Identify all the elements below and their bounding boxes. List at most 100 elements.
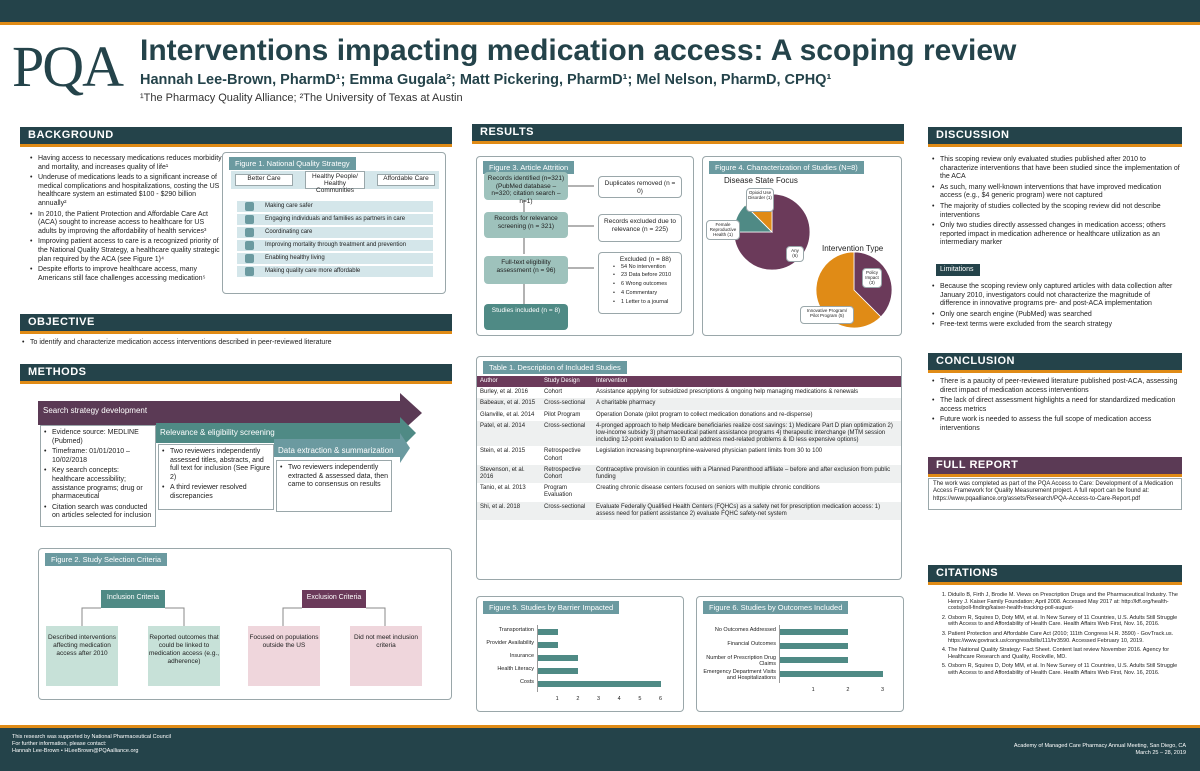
table-row: Patel, et al. 2014 Cross-sectional 4-prong…	[477, 420, 901, 447]
heartbeat-icon	[245, 241, 254, 250]
heading-accent	[928, 370, 1182, 373]
pie-label-opioid: Opioid Use Disorder (1)	[746, 188, 774, 212]
list-item: The lack of direct assessment highlights…	[932, 397, 1180, 414]
pie-label-female: Female Reproductive Health (1)	[706, 220, 740, 240]
list-item: To identify and characterize medication …	[22, 339, 452, 348]
table-row: Tanio, et al. 2013 Program Evaluation Crea…	[477, 483, 901, 501]
cell: Creating chronic disease centers focused…	[596, 485, 820, 492]
arrow-extraction	[274, 433, 410, 463]
bar	[779, 643, 849, 649]
nqs-item-label: Improving mortality through treatment an…	[265, 242, 407, 248]
list-item: Osborn R, Squires D, Doty MM, et al. In …	[948, 663, 1180, 676]
tick-label: 6	[659, 696, 663, 702]
bar-label: Health Literacy	[497, 666, 534, 672]
fullreport-text: The work was completed as part of the PQ…	[928, 478, 1182, 510]
footer-funding: This research was supported by National …	[12, 734, 171, 740]
results-section: RESULTS	[472, 124, 904, 144]
tick-label: 1	[555, 696, 559, 702]
list-item: Improving patient access to care is a re…	[30, 238, 222, 264]
nqs-affordable-care: Affordable Care	[377, 174, 435, 186]
background-bullets: Having access to necessary medications r…	[30, 155, 222, 285]
cell: Pilot Program	[544, 411, 581, 418]
heading-accent	[20, 381, 452, 384]
figure4: Figure 4. Characterization of Studies (N…	[702, 156, 902, 336]
figure3-arrows	[523, 185, 594, 304]
list-item: Two reviewers independently extracted & …	[280, 464, 388, 490]
list-item: Key search concepts: healthcare accessib…	[44, 467, 152, 501]
nqs-item: Making care safer	[237, 201, 433, 212]
list-item: 54 No intervention	[613, 264, 678, 271]
citations-list: Diduilo B, Firth J, Brodie M. Views on P…	[948, 592, 1180, 680]
y-axis	[779, 625, 780, 683]
flow-excluded-title: Excluded (n = 88)	[619, 256, 672, 263]
figure5-title: Figure 5. Studies by Barrier Impacted	[483, 601, 620, 614]
inclusion-criterion-1: Described interventions affecting medica…	[46, 626, 118, 686]
fullreport-section: FULL REPORT	[928, 457, 1182, 477]
list-item: The National Quality Strategy: Fact Shee…	[948, 647, 1180, 660]
flow-fulltext-assessment: Full-text eligibility assessment (n = 96…	[484, 256, 568, 284]
list-item: There is a paucity of peer-reviewed lite…	[932, 378, 1180, 395]
pie-label-innovative: Innovative Program/ Pilot Program (5)	[800, 306, 854, 324]
limitations-label: Limitations	[936, 264, 980, 276]
list-item: 23 Data before 2010	[613, 272, 678, 279]
nqs-item: Making quality care more affordable	[237, 266, 433, 277]
cell: Stein, et al. 2015	[480, 448, 526, 455]
tick-label: 4	[617, 696, 621, 702]
bottom-accent-line	[0, 725, 1200, 728]
pie-label-policy: Policy Impact (3)	[862, 268, 882, 288]
top-accent-line	[0, 22, 1200, 25]
figure2-title: Figure 2. Study Selection Criteria	[45, 553, 168, 566]
flow-relevance-screening: Records for relevance screening (n = 321…	[484, 212, 568, 238]
figure1: Figure 1. National Quality Strategy Bett…	[222, 152, 446, 294]
figure1-title: Figure 1. National Quality Strategy	[229, 157, 356, 170]
footer-left: This research was supported by National …	[12, 734, 171, 754]
flow-arrows	[523, 185, 594, 304]
poster-title: Interventions impacting medication acces…	[140, 34, 1017, 67]
exclusion-criterion-1: Focused on populations outside the US	[248, 626, 320, 686]
flow-records-identified: Records identified (n=321) (PubMed datab…	[484, 172, 568, 205]
nqs-item: Enabling healthy living	[237, 253, 433, 264]
tick-label: 2	[576, 696, 580, 702]
flow-records-excluded: Records excluded due to relevance (n = 2…	[598, 214, 682, 242]
bar-label: Insurance	[509, 653, 534, 659]
bar	[779, 671, 883, 677]
inclusion-criterion-2: Reported outcomes that could be linked t…	[148, 626, 220, 686]
table1: Table 1. Description of Included Studies…	[476, 356, 902, 580]
bar	[537, 655, 579, 661]
nqs-item-label: Enabling healthy living	[265, 255, 325, 261]
heading-accent	[928, 582, 1182, 585]
bar	[537, 668, 579, 674]
cell: A charitable pharmacy	[593, 398, 901, 410]
figure5: Figure 5. Studies by Barrier Impacted Tr…	[476, 596, 684, 712]
table-header: Author Study Design Intervention	[477, 376, 901, 388]
methods-step1: Search strategy development	[43, 406, 148, 415]
cell: Legislation increasing buprenorphine-wai…	[596, 448, 823, 455]
footer-right: Academy of Managed Care Pharmacy Annual …	[1000, 743, 1186, 757]
figure6: Figure 6. Studies by Outcomes Included N…	[696, 596, 904, 712]
cell: Contraceptive provision in counties with…	[593, 464, 901, 484]
results-heading: RESULTS	[472, 124, 904, 141]
affiliations: ¹The Pharmacy Quality Alliance; ²The Uni…	[140, 92, 463, 104]
intervention-type-label: Intervention Type	[822, 244, 884, 253]
cell: Assistance applying for subsidized presc…	[596, 389, 859, 396]
cell: Retrospective Cohort	[544, 448, 581, 462]
conclusion-bullets: There is a paucity of peer-reviewed lite…	[932, 378, 1180, 436]
list-item: Free-text terms were excluded from the s…	[932, 321, 1180, 330]
exclusion-reasons: 54 No intervention 23 Data before 2010 6…	[613, 264, 678, 306]
people-icon	[245, 215, 254, 224]
list-item: Underuse of medications leads to a signi…	[30, 174, 222, 208]
cell: Stevenson, et al. 2016	[477, 464, 541, 484]
cell: Babeaux, et al. 2015	[477, 398, 541, 410]
list-item: Only two studies directly assessed chang…	[932, 222, 1180, 248]
list-item: Future work is needed to assess the full…	[932, 416, 1180, 433]
cell: Retrospective Cohort	[541, 464, 593, 484]
figure5-chart: Transportation Provider Availability Insur…	[477, 597, 685, 713]
nqs-healthy-people: Healthy People/ Healthy Communities	[305, 171, 365, 194]
list-item: 4 Commentary	[613, 290, 678, 297]
cell: Cross-sectional	[541, 501, 593, 521]
figure4-title: Figure 4. Characterization of Studies (N…	[709, 161, 864, 174]
footer-meeting: Academy of Managed Care Pharmacy Annual …	[1013, 743, 1186, 749]
y-axis	[537, 625, 538, 692]
footer-contact-label: For further information, please contact:	[12, 740, 107, 747]
methods-step3: Data extraction & summarization	[278, 446, 394, 455]
